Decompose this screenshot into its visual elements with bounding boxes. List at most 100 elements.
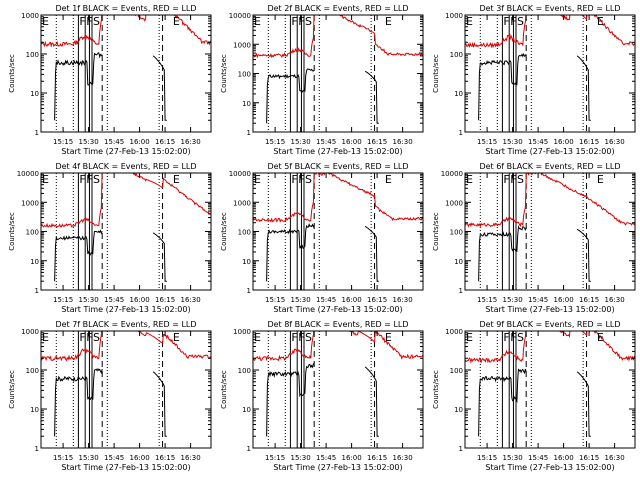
y-tick-label: 10 (454, 258, 463, 266)
panel-det-8: Det 8f BLACK = Events, RED = LLD 1 10 100 10… (220, 320, 424, 472)
x-tick-label: 16:15 (367, 296, 387, 304)
x-tick-label: 15:45 (104, 138, 124, 146)
x-tick-label: 15:15 (53, 138, 73, 146)
event-marker-label: F (79, 15, 85, 28)
x-tick-label: 15:45 (528, 296, 548, 304)
y-tick-label: 100 (450, 367, 463, 375)
plot-frame (40, 172, 212, 291)
event-marker-label: E (42, 331, 49, 344)
panel-title: Det 5f BLACK = Events, RED = LLD (267, 162, 408, 171)
event-marker-label: S (93, 15, 100, 28)
event-marker-label: E (385, 15, 392, 28)
y-tick-label: 10000 (441, 170, 463, 178)
x-tick-label: 15:45 (528, 454, 548, 462)
event-marker-label: E (597, 331, 604, 344)
series-line-lld (41, 331, 211, 362)
x-axis-label: Start Time (27-Feb-13 15:02:00) (485, 463, 614, 472)
event-marker-label: F (86, 15, 92, 28)
panel-det-9: Det 9f BLACK = Events, RED = LLD 1 10 100 10… (432, 320, 636, 472)
x-tick-label: 16:15 (579, 138, 599, 146)
y-tick-label: 1000 (233, 41, 251, 49)
event-marker-label: F (298, 173, 304, 186)
series-line-lld (41, 15, 211, 48)
x-axis-label: Start Time (27-Feb-13 15:02:00) (273, 305, 402, 314)
x-axis-label: Start Time (27-Feb-13 15:02:00) (485, 147, 614, 156)
series-line-lld (465, 15, 635, 49)
event-marker-label: S (305, 331, 312, 344)
series-line-events (576, 55, 591, 121)
event-marker-label: E (42, 15, 49, 28)
x-tick-label: 16:15 (155, 454, 175, 462)
event-marker-label: F (510, 15, 516, 28)
x-axis-label: Start Time (27-Feb-13 15:02:00) (61, 147, 190, 156)
y-tick-label: 100 (450, 229, 463, 237)
y-axis-label: Counts/sec (220, 212, 228, 251)
y-axis-label: Counts/sec (220, 54, 228, 93)
plot-frame (464, 14, 636, 133)
panel-det-5: Det 5f BLACK = Events, RED = LLD 1 10 100 10… (220, 162, 424, 314)
y-axis-label: Counts/sec (220, 370, 228, 409)
event-marker-label: E (385, 173, 392, 186)
panel-det-3: Det 3f BLACK = Events, RED = LLD 1 10 100 10… (432, 4, 636, 156)
y-tick-label: 10000 (17, 170, 39, 178)
x-tick-label: 15:15 (477, 296, 497, 304)
y-tick-label: 1000 (233, 199, 251, 207)
x-tick-label: 15:15 (265, 454, 285, 462)
y-tick-label: 100 (450, 51, 463, 59)
series-line-events (478, 52, 527, 121)
x-tick-label: 16:15 (579, 296, 599, 304)
x-tick-label: 15:30 (291, 454, 311, 462)
event-marker-label: F (510, 331, 516, 344)
panel-title: Det 8f BLACK = Events, RED = LLD (267, 320, 408, 329)
series-line-events (54, 367, 103, 437)
x-tick-label: 15:15 (265, 138, 285, 146)
x-tick-label: 15:30 (503, 454, 523, 462)
x-tick-label: 15:30 (79, 296, 99, 304)
x-tick-label: 16:00 (554, 138, 574, 146)
y-axis-label: Counts/sec (432, 370, 440, 409)
event-marker-label: S (517, 173, 524, 186)
series-line-lld (465, 331, 635, 364)
event-marker-label: E (42, 173, 49, 186)
x-tick-label: 16:00 (130, 454, 150, 462)
series-line-lld (253, 173, 423, 223)
series-line-events (266, 363, 315, 437)
x-tick-label: 16:30 (393, 296, 413, 304)
y-tick-label: 1000 (445, 199, 463, 207)
event-marker-label: E (254, 331, 261, 344)
series-line-events (54, 52, 103, 121)
panel-det-4: Det 4f BLACK = Events, RED = LLD 1 10 100 10… (8, 162, 212, 314)
series-line-events (152, 55, 167, 121)
x-tick-label: 16:30 (181, 138, 201, 146)
event-marker-label: F (298, 15, 304, 28)
y-tick-label: 10 (454, 406, 463, 414)
series-line-lld (253, 331, 423, 362)
x-tick-label: 15:15 (53, 296, 73, 304)
event-marker-label: F (86, 173, 92, 186)
x-tick-label: 15:15 (477, 454, 497, 462)
panel-det-7: Det 7f BLACK = Events, RED = LLD 1 10 100 10… (8, 320, 212, 472)
x-tick-label: 16:00 (130, 296, 150, 304)
y-tick-label: 1000 (21, 199, 39, 207)
series-line-lld (41, 173, 211, 228)
plot-frame (464, 330, 636, 449)
x-tick-label: 15:45 (316, 454, 336, 462)
panel-title: Det 9f BLACK = Events, RED = LLD (479, 320, 620, 329)
panel-det-2: Det 2f BLACK = Events, RED = LLD 1 10 100 10… (220, 4, 424, 156)
x-tick-label: 16:00 (342, 138, 362, 146)
event-marker-label: E (385, 331, 392, 344)
event-marker-label: E (466, 331, 473, 344)
series-line-events (266, 222, 315, 282)
y-axis-label: Counts/sec (8, 54, 16, 93)
x-tick-label: 15:45 (104, 454, 124, 462)
series-line-events (576, 228, 591, 282)
x-axis-label: Start Time (27-Feb-13 15:02:00) (273, 463, 402, 472)
panel-title: Det 4f BLACK = Events, RED = LLD (55, 162, 196, 171)
series-line-events (364, 225, 379, 282)
x-tick-label: 15:45 (104, 296, 124, 304)
event-marker-label: F (503, 173, 509, 186)
event-marker-label: S (93, 331, 100, 344)
event-marker-label: E (597, 15, 604, 28)
x-tick-label: 15:30 (291, 296, 311, 304)
